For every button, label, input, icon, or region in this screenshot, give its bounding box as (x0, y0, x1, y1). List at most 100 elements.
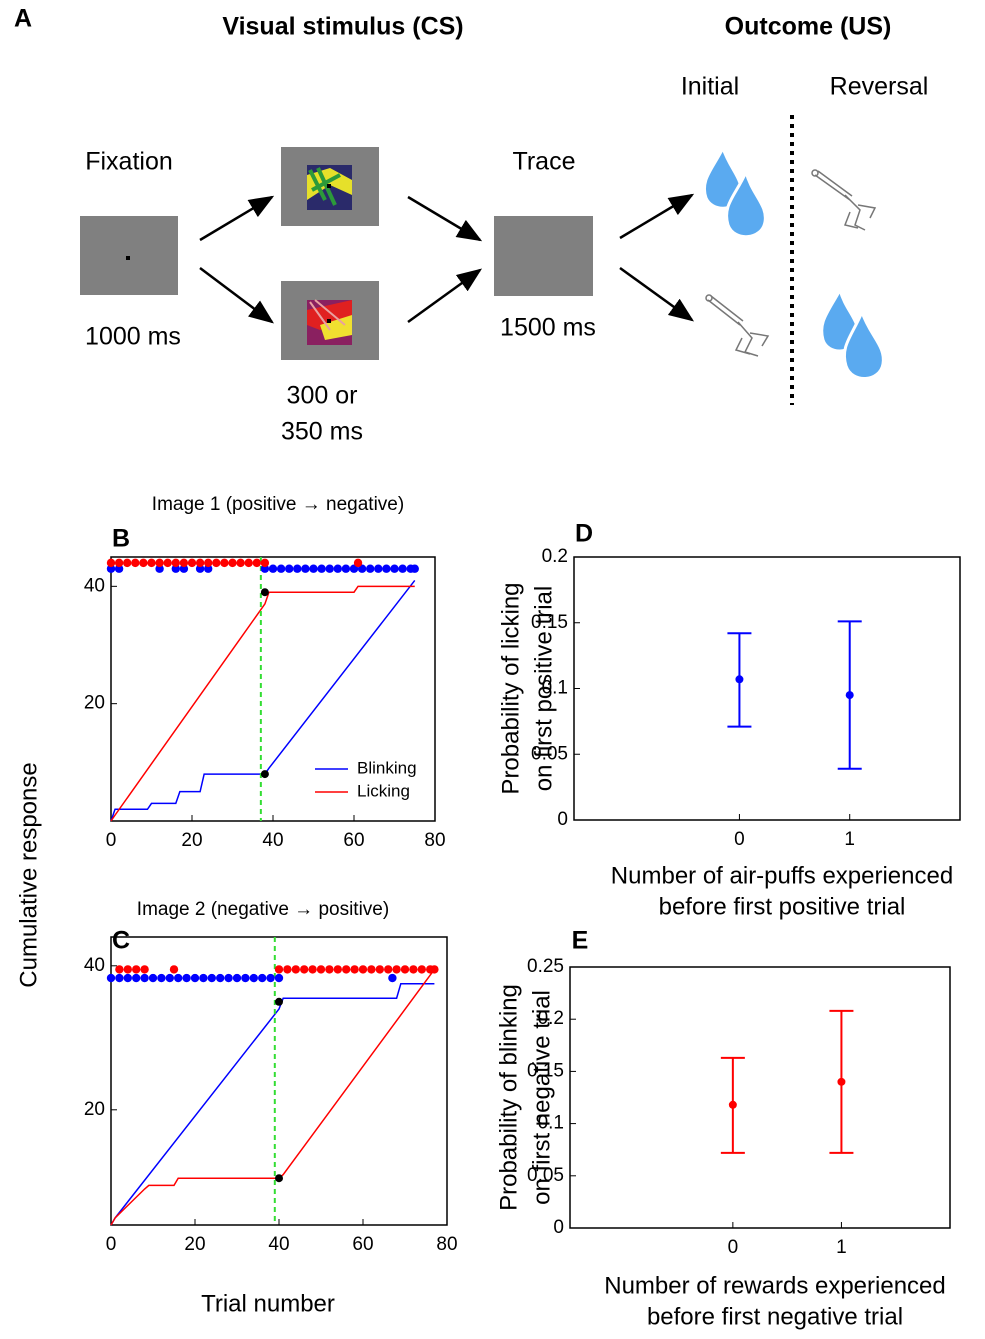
response-dot (199, 973, 208, 983)
y-tick-label: 0.2 (538, 1008, 564, 1029)
response-dot (249, 973, 258, 983)
x-tick-label: 1 (836, 1237, 847, 1258)
mean-point (845, 691, 854, 700)
response-dot (274, 965, 284, 974)
response-dot (341, 564, 351, 573)
panel-label: A (14, 5, 32, 33)
response-dot (106, 973, 116, 983)
response-dot (285, 564, 294, 573)
response-dot (139, 558, 148, 568)
y-tick-label: 0.25 (527, 956, 564, 977)
mean-point (735, 675, 744, 684)
y-axis-label: Probability of licking (497, 582, 524, 794)
response-dot (114, 558, 124, 568)
response-dot (123, 558, 132, 568)
response-dot (140, 965, 149, 974)
x-tick-label: 20 (184, 1234, 205, 1255)
y-tick-label: 20 (84, 1099, 105, 1120)
reversal-point (275, 1174, 283, 1183)
y-tick-label: 0 (553, 1217, 564, 1238)
y-tick-label: 0.15 (527, 1060, 564, 1081)
y-tick-label: 0 (557, 809, 568, 830)
y-tick-label: 40 (84, 575, 105, 596)
y-tick-label: 0.05 (531, 743, 568, 764)
response-dot (190, 973, 200, 983)
stimulus-image (307, 299, 352, 345)
cumulative-line (110, 585, 415, 822)
response-dot (216, 973, 225, 983)
response-dot (316, 965, 326, 974)
response-dot (430, 965, 439, 974)
response-dot (115, 973, 124, 983)
shared-y-label: Cumulative response (15, 762, 42, 987)
mean-point (728, 1100, 737, 1109)
response-dot (410, 564, 419, 573)
y-tick-label: 0.05 (527, 1165, 564, 1186)
cs-time: 300 or (287, 382, 358, 410)
y-tick-label: 40 (84, 955, 105, 976)
x-tick-label: 80 (436, 1234, 457, 1255)
response-dot (114, 564, 124, 573)
response-dot (155, 558, 164, 568)
flow-arrows (199, 193, 695, 324)
y-tick-label: 0.15 (531, 612, 568, 633)
response-dot (333, 965, 342, 974)
response-dot (236, 558, 245, 568)
response-dot (241, 973, 250, 983)
response-dot (409, 965, 418, 974)
response-dot (179, 564, 189, 573)
response-dot (301, 564, 310, 573)
response-dot (169, 965, 179, 974)
trace-label: Trace (513, 148, 576, 176)
x-tick-label: 1 (844, 829, 855, 850)
response-dot (212, 558, 221, 568)
response-dot (260, 558, 270, 568)
response-dot (353, 558, 363, 568)
response-dot (195, 564, 205, 573)
response-dot (350, 965, 359, 974)
response-dot (224, 973, 233, 983)
legend-label: Blinking (357, 758, 417, 777)
fixation-point (126, 256, 130, 260)
response-dot (131, 558, 140, 568)
response-dot (398, 564, 407, 573)
us-title: Outcome (US) (725, 13, 892, 41)
mean-point (837, 1077, 846, 1086)
response-dot (390, 564, 399, 573)
chart-title: Image 1 (positive → negative) (152, 494, 404, 515)
panel-label: D (575, 520, 593, 548)
response-dot (274, 973, 284, 983)
response-dot (268, 564, 278, 573)
stimulus-image (307, 165, 352, 210)
x-tick-label: 40 (262, 830, 283, 851)
response-dot (106, 564, 116, 573)
y-tick-label: 20 (84, 693, 105, 714)
x-tick-label: 0 (106, 830, 117, 851)
response-dot (342, 965, 351, 974)
response-dot (252, 558, 261, 568)
response-dot (147, 558, 156, 568)
response-dot (358, 965, 368, 974)
response-dot (374, 564, 383, 573)
plot-frame (569, 966, 951, 1229)
response-dot (195, 558, 205, 568)
response-dot (204, 564, 213, 573)
x-tick-label: 0 (728, 1237, 739, 1258)
response-dot (392, 965, 401, 974)
response-dot (165, 973, 174, 983)
response-dot (293, 564, 302, 573)
x-axis-label: before first positive trial (659, 893, 906, 920)
panel-label: C (112, 927, 130, 955)
response-dot (283, 965, 292, 974)
response-dot (171, 564, 180, 573)
response-dot (400, 965, 410, 974)
response-dot (375, 965, 384, 974)
reversal-point (260, 770, 269, 779)
response-dot (123, 973, 132, 983)
response-dot (300, 965, 309, 974)
response-dot (276, 564, 286, 573)
x-axis-label: Number of rewards experienced (604, 1272, 946, 1299)
response-dot (207, 973, 216, 983)
y-axis-label: on first negative trial (528, 990, 555, 1205)
